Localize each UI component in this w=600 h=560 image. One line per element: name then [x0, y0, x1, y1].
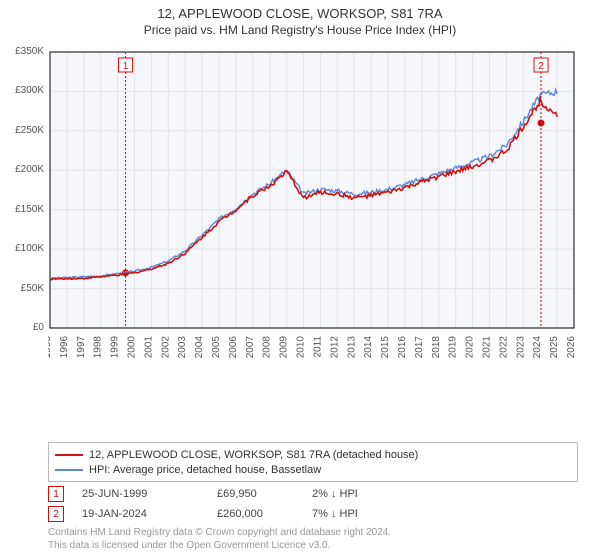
- price-chart: 1995 1996 1997 1998 1999 2000 2001 2002 2003 2004…: [48, 48, 578, 383]
- chart-subtitle: Price paid vs. HM Land Registry's House …: [0, 23, 600, 37]
- svg-text:1: 1: [123, 61, 129, 72]
- svg-text:2013: 2013: [346, 336, 357, 359]
- svg-text:2015: 2015: [380, 336, 391, 359]
- svg-text:2017: 2017: [414, 336, 425, 359]
- svg-text:2005: 2005: [211, 336, 222, 359]
- svg-text:2010: 2010: [296, 336, 307, 359]
- svg-text:2021: 2021: [481, 336, 492, 359]
- y-axis-label: £300K: [0, 85, 44, 96]
- svg-text:2024: 2024: [532, 336, 543, 359]
- svg-text:2025: 2025: [549, 336, 560, 359]
- svg-text:2023: 2023: [515, 336, 526, 359]
- sale-badge-1: 1: [48, 486, 64, 502]
- svg-text:2019: 2019: [448, 336, 459, 359]
- svg-text:2014: 2014: [363, 336, 374, 359]
- svg-text:1999: 1999: [110, 336, 121, 359]
- svg-text:2020: 2020: [465, 336, 476, 359]
- svg-text:1996: 1996: [59, 336, 70, 359]
- svg-text:2011: 2011: [312, 336, 323, 358]
- svg-text:1997: 1997: [76, 336, 87, 359]
- table-row: 2 19-JAN-2024 £260,000 7% ↓ HPI: [48, 504, 402, 524]
- table-row: 1 25-JUN-1999 £69,950 2% ↓ HPI: [48, 484, 402, 504]
- chart-title: 12, APPLEWOOD CLOSE, WORKSOP, S81 7RA: [0, 6, 600, 21]
- legend-swatch-2: [55, 469, 83, 471]
- sale-price: £69,950: [217, 488, 312, 500]
- y-axis-label: £250K: [0, 125, 44, 136]
- svg-text:2003: 2003: [177, 336, 188, 359]
- svg-text:2018: 2018: [431, 336, 442, 359]
- svg-text:2026: 2026: [566, 336, 577, 359]
- svg-text:2: 2: [538, 61, 544, 72]
- svg-text:2009: 2009: [279, 336, 290, 359]
- footer-line-1: Contains HM Land Registry data © Crown c…: [48, 527, 391, 540]
- footer-line-2: This data is licensed under the Open Gov…: [48, 540, 391, 553]
- svg-text:2012: 2012: [329, 336, 340, 359]
- svg-text:2008: 2008: [262, 336, 273, 359]
- y-axis-label: £50K: [0, 283, 44, 294]
- sales-table: 1 25-JUN-1999 £69,950 2% ↓ HPI 2 19-JAN-…: [48, 484, 402, 524]
- svg-text:2016: 2016: [397, 336, 408, 359]
- sale-date: 25-JUN-1999: [82, 488, 217, 500]
- svg-text:2004: 2004: [194, 336, 205, 359]
- y-axis-label: £150K: [0, 204, 44, 215]
- y-axis-label: £0: [0, 322, 44, 333]
- legend-label-2: HPI: Average price, detached house, Bass…: [89, 464, 321, 476]
- sale-badge-2: 2: [48, 506, 64, 522]
- svg-text:2007: 2007: [245, 336, 256, 359]
- svg-text:2002: 2002: [160, 336, 171, 359]
- legend-label-1: 12, APPLEWOOD CLOSE, WORKSOP, S81 7RA (d…: [89, 449, 418, 461]
- legend: 12, APPLEWOOD CLOSE, WORKSOP, S81 7RA (d…: [48, 442, 578, 482]
- footer-attribution: Contains HM Land Registry data © Crown c…: [48, 527, 391, 552]
- y-axis-label: £100K: [0, 243, 44, 254]
- sale-hpi: 2% ↓ HPI: [312, 488, 402, 500]
- sale-price: £260,000: [217, 508, 312, 520]
- svg-text:1998: 1998: [93, 336, 104, 359]
- y-axis-label: £200K: [0, 164, 44, 175]
- svg-text:2006: 2006: [228, 336, 239, 359]
- y-axis-label: £350K: [0, 46, 44, 57]
- svg-text:1995: 1995: [48, 336, 53, 359]
- svg-text:2000: 2000: [127, 336, 138, 359]
- legend-swatch-1: [55, 454, 83, 456]
- sale-hpi: 7% ↓ HPI: [312, 508, 402, 520]
- svg-text:2022: 2022: [498, 336, 509, 359]
- sale-date: 19-JAN-2024: [82, 508, 217, 520]
- svg-text:2001: 2001: [143, 336, 154, 359]
